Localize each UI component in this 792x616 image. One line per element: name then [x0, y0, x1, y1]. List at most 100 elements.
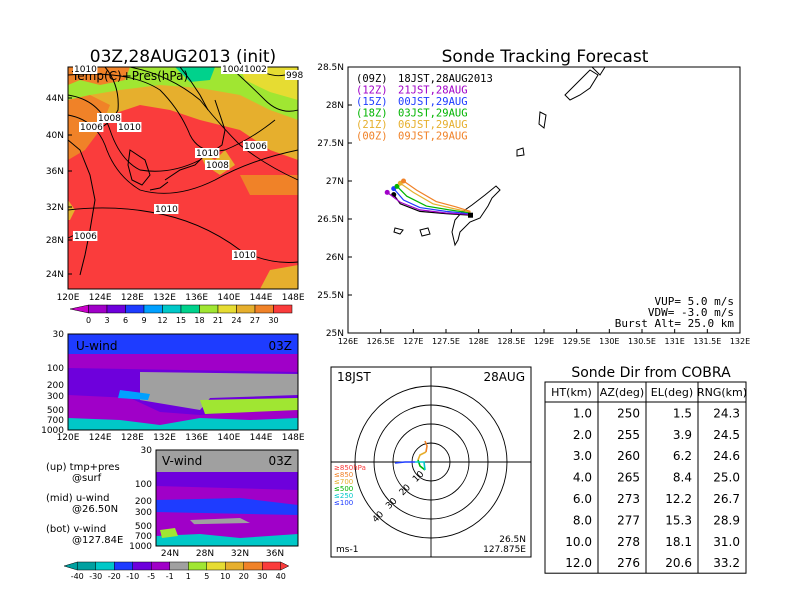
hodograph-ring-label: 20: [398, 483, 413, 498]
temp-colorbar-label: 3: [104, 316, 109, 325]
wind-colorbar-swatch: [225, 561, 244, 571]
note-line3b: @127.84E: [72, 535, 123, 546]
table-cell: 2.0: [573, 428, 592, 442]
table-header: EL(deg): [651, 386, 693, 399]
tracking-legend-code: (21Z): [356, 119, 388, 131]
isobar-label-bg: [73, 64, 98, 74]
table-cell: 255: [617, 428, 640, 442]
hodograph-legend-item: ≤250: [334, 492, 353, 500]
tracking-title: Sonde Tracking Forecast: [442, 47, 649, 67]
temp-colorbar-label: 30: [268, 316, 278, 325]
isobar-label-bg: [154, 204, 179, 214]
isobar-label: 1010: [155, 205, 178, 215]
tracking-legend-label: 00JST,29AUG: [398, 96, 468, 108]
hodograph-legend-item: ≤850: [334, 471, 353, 479]
table-cell: 33.2: [713, 556, 740, 570]
table-cell: 28.9: [713, 513, 740, 527]
isobar-label: 1010: [196, 149, 219, 159]
hodograph-legend-item: ≤100: [334, 499, 353, 507]
wind-colorbar: -40 -30 -20 -10 -5 -1 1 5 10 20 30 40: [63, 561, 290, 581]
wind-colorbar-label: 40: [276, 572, 286, 581]
wind-colorbar-label: 30: [257, 572, 267, 581]
map-lat-tick: 24N: [46, 270, 64, 280]
wind-colorbar-label: 5: [204, 572, 209, 581]
u-wind-x-tick: 148E: [282, 433, 305, 443]
temp-colorbar-label: 0: [86, 316, 91, 325]
table-cell: 15.3: [665, 513, 692, 527]
v-wind-y-tick: 200: [135, 497, 152, 507]
wind-colorbar-swatch: [151, 561, 170, 571]
v-wind-y-tick: 1000: [129, 542, 152, 552]
table-cell: 20.6: [665, 556, 692, 570]
tracking-lat-tick: 27.5N: [317, 139, 344, 149]
tracking-lat-tick: 25N: [326, 329, 344, 339]
wind-colorbar-high-arrow: [280, 561, 290, 571]
tracking-lon-tick: 131E: [665, 337, 685, 346]
tracking-lon-tick: 128E: [469, 337, 489, 346]
table-cell: 3.9: [673, 428, 692, 442]
tracking-lon-tick: 128.5E: [497, 337, 525, 346]
map-frame: [67, 66, 299, 290]
param-vdw: VDW= -3.0 m/s: [648, 306, 734, 319]
u-wind-label: U-wind: [76, 339, 117, 353]
tracking-lon-ticks: 126E 126.5E 127E 127.5E 128E 128.5E 129E 129.5E…: [338, 329, 750, 346]
isobar-label-bg: [97, 113, 122, 123]
v-wind-x-ticks: 24N 28N 32N 36N: [161, 549, 284, 559]
temp-colorbar-swatch: [217, 304, 237, 314]
table-cell: 260: [617, 449, 640, 463]
u-wind-y-tick: 500: [47, 406, 64, 416]
wind-colorbar-label: -40: [71, 572, 84, 581]
hodograph-unit: ms-1: [336, 545, 358, 555]
table-cell: 3.0: [573, 449, 592, 463]
temp-colorbar-swatch: [236, 304, 256, 314]
wind-colorbar-label: 10: [220, 572, 230, 581]
map-lat-tick: 44N: [46, 94, 64, 104]
isobar-label: 1008: [206, 161, 229, 171]
isobar-label: 1004: [222, 65, 245, 75]
hodograph-segment: [415, 461, 426, 471]
v-wind-y-tick: 500: [135, 522, 152, 532]
hodograph-segment: [424, 440, 428, 453]
u-wind-y-tick: 200: [47, 381, 64, 391]
isobar-label: 1010: [118, 123, 141, 133]
table-title: Sonde Dir from COBRA: [571, 365, 731, 381]
table-cell: 8.4: [673, 471, 692, 485]
wind-colorbar-swatch: [169, 561, 189, 571]
v-wind-y-tick: 300: [135, 508, 152, 518]
u-wind-y-tick: 1000: [41, 426, 64, 436]
table-cell: 250: [617, 406, 640, 420]
hodograph-legend-item: ≥850hPa: [334, 464, 366, 472]
track-line: [396, 185, 471, 214]
launch-site-marker: [468, 212, 473, 218]
u-wind-x-ticks: 120E 124E 128E 132E 136E 140E 144E 148E: [57, 433, 305, 443]
table-cell: 278: [617, 535, 640, 549]
tracking-legend-code: (09Z): [356, 73, 388, 85]
v-wind-y-tick: 100: [135, 480, 152, 490]
tracking-lon-tick: 131.5E: [693, 337, 721, 346]
u-wind-x-tick: 144E: [250, 433, 273, 443]
table-cell: 18.1: [665, 535, 692, 549]
map-lon-tick: 136E: [185, 293, 208, 303]
tracking-lat-tick: 25.5N: [317, 291, 344, 301]
wind-colorbar-label: -30: [89, 572, 102, 581]
table-cell: 12.0: [565, 556, 592, 570]
temp-colorbar-label: 18: [194, 316, 204, 325]
panel-notes: (up) tmp+pres @surf (mid) u-wind @26.50N…: [46, 462, 123, 546]
u-wind-x-tick: 128E: [121, 433, 144, 443]
table-cell: 8.0: [573, 513, 592, 527]
u-wind-x-tick: 120E: [57, 433, 80, 443]
hodograph-legend-item: ≤500: [334, 485, 353, 493]
isobar-label-bg: [205, 160, 230, 170]
temp-colorbar-swatch: [180, 304, 200, 314]
u-wind-y-tick: 30: [53, 330, 65, 340]
u-wind-y-tick: 300: [47, 392, 64, 402]
table-cell: 277: [617, 513, 640, 527]
temp-colorbar-label: 15: [176, 316, 186, 325]
isobar-label-bg: [195, 148, 220, 158]
temp-colorbar-label: 9: [141, 316, 146, 325]
table-cell: 26.7: [713, 492, 740, 506]
hodograph-time: 18JST: [337, 370, 371, 384]
